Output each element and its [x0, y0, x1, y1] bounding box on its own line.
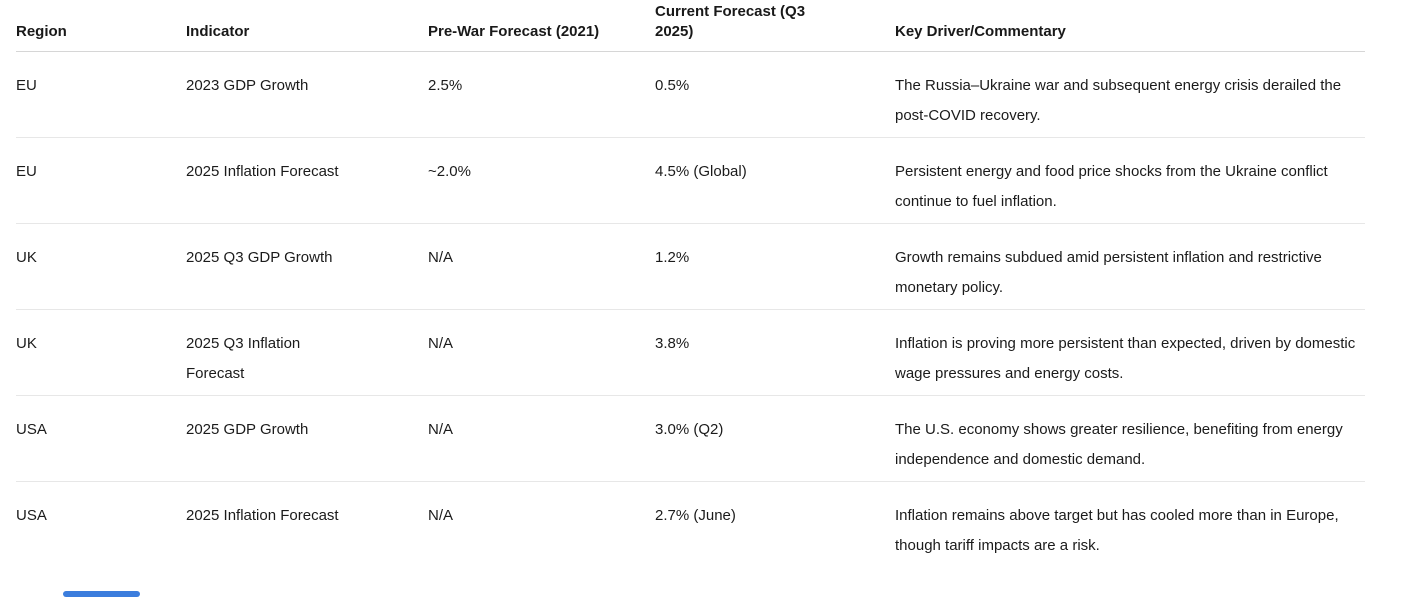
cell-pre-war: N/A: [428, 309, 655, 396]
column-header-region: Region: [16, 0, 186, 52]
cell-region: UK: [16, 309, 186, 396]
forecast-table: Region Indicator Pre-War Forecast (2021)…: [16, 0, 1365, 567]
cell-pre-war: N/A: [428, 395, 655, 482]
cell-current: 1.2%: [655, 223, 895, 310]
cell-commentary: Inflation is proving more persistent tha…: [895, 309, 1365, 396]
table-row: USA 2025 Inflation Forecast N/A 2.7% (Ju…: [16, 482, 1365, 568]
cell-pre-war: ~2.0%: [428, 137, 655, 224]
cell-current: 4.5% (Global): [655, 137, 895, 224]
cell-current: 3.8%: [655, 309, 895, 396]
table-row: USA 2025 GDP Growth N/A 3.0% (Q2) The U.…: [16, 395, 1365, 482]
cell-region: USA: [16, 507, 47, 524]
cell-indicator: 2025 Inflation Forecast: [186, 507, 339, 524]
cell-pre-war: N/A: [428, 223, 655, 310]
cell-commentary: The U.S. economy shows greater resilienc…: [895, 395, 1365, 482]
cell-commentary: Persistent energy and food price shocks …: [895, 137, 1365, 224]
cell-region: UK: [16, 223, 186, 310]
cell-current: 0.5%: [655, 51, 895, 138]
column-header-current-forecast: Current Forecast (Q3 2025): [655, 0, 895, 52]
table-row: UK 2025 Q3 Inflation Forecast N/A 3.8% I…: [16, 309, 1365, 396]
cell-region: EU: [16, 137, 186, 224]
cell-indicator: 2025 Q3 Inflation Forecast: [186, 309, 428, 396]
cell-region: USA: [16, 395, 186, 482]
cell-indicator: 2025 Inflation Forecast: [186, 137, 428, 224]
horizontal-scrollbar-thumb[interactable]: [63, 591, 140, 597]
column-header-key-driver: Key Driver/Commentary: [895, 0, 1365, 52]
table-header-row: Region Indicator Pre-War Forecast (2021)…: [16, 0, 1365, 52]
cell-current: 3.0% (Q2): [655, 395, 895, 482]
cell-commentary: Inflation remains above target but has c…: [895, 507, 1339, 554]
cell-current: 2.7% (June): [655, 507, 736, 524]
cell-indicator: 2025 Q3 GDP Growth: [186, 223, 428, 310]
cell-region: EU: [16, 51, 186, 138]
cell-pre-war: 2.5%: [428, 51, 655, 138]
table-row: EU 2023 GDP Growth 2.5% 0.5% The Russia–…: [16, 51, 1365, 138]
table-row: EU 2025 Inflation Forecast ~2.0% 4.5% (G…: [16, 137, 1365, 224]
column-header-pre-war-forecast: Pre-War Forecast (2021): [428, 0, 655, 52]
table-row: UK 2025 Q3 GDP Growth N/A 1.2% Growth re…: [16, 223, 1365, 310]
cell-pre-war: N/A: [428, 507, 454, 524]
cell-commentary: The Russia–Ukraine war and subsequent en…: [895, 51, 1365, 138]
cell-commentary: Growth remains subdued amid persistent i…: [895, 223, 1365, 310]
cell-indicator: 2025 GDP Growth: [186, 395, 428, 482]
column-header-indicator: Indicator: [186, 0, 428, 52]
cell-indicator: 2023 GDP Growth: [186, 51, 428, 138]
